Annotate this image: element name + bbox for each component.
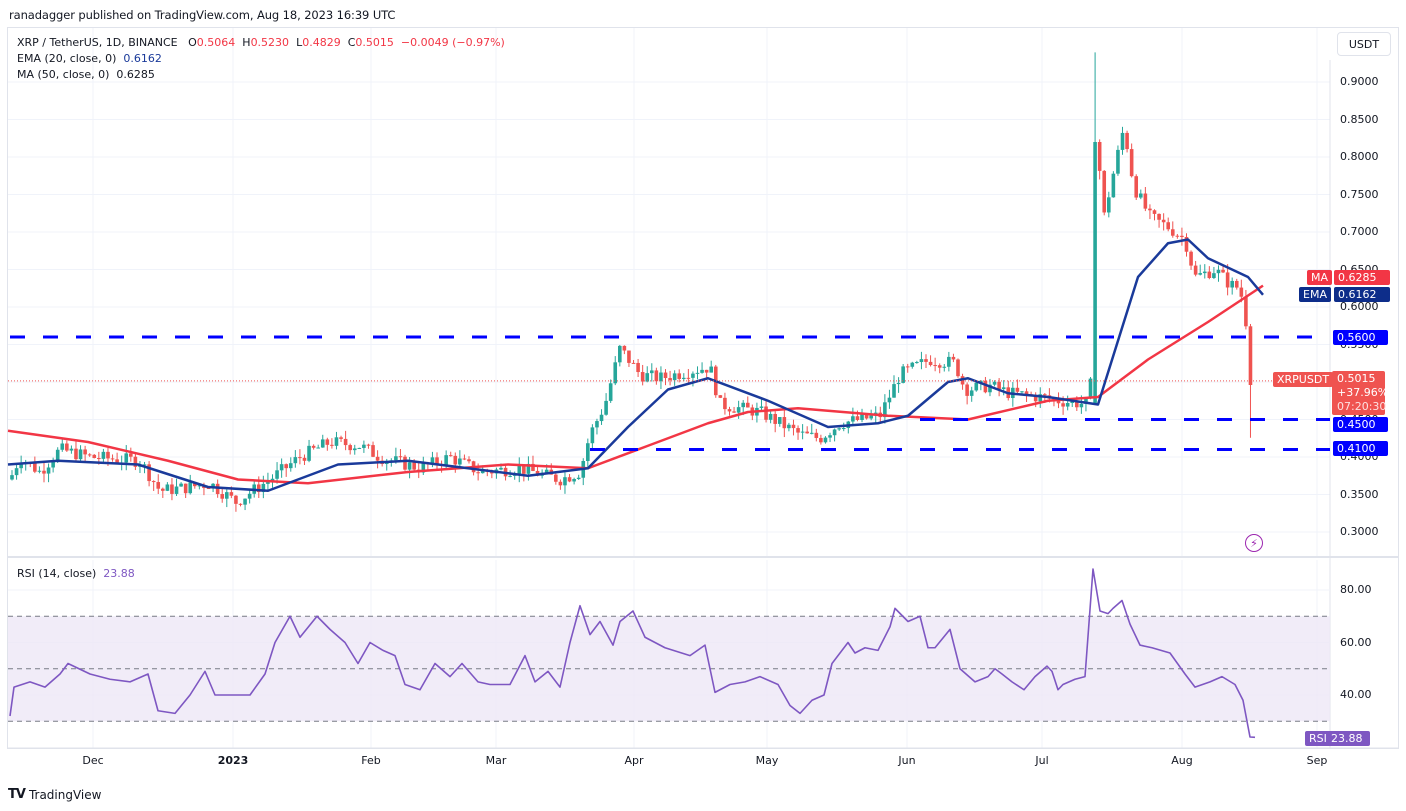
time-tick: Jul (1035, 754, 1049, 767)
rsi-tick: 40.00 (1340, 688, 1372, 701)
level-0450-tag: 0.4500 (1333, 417, 1388, 432)
symbol-tag: XRPUSDT (1273, 372, 1334, 387)
lightning-icon[interactable]: ⚡ (1245, 534, 1263, 552)
symbol-legend: XRP / TetherUS, 1D, BINANCE O0.5064 H0.5… (17, 36, 505, 49)
price-tick: 0.3000 (1340, 525, 1379, 538)
brand-name: TradingView (28, 787, 102, 802)
low-value: 0.4829 (302, 36, 341, 49)
rsi-legend[interactable]: RSI (14, close) 23.88 (17, 567, 135, 580)
symbol-title: XRP / TetherUS, 1D, BINANCE (17, 36, 178, 49)
bar-countdown: 07:20:30 (1337, 400, 1387, 413)
rsi-value: 23.88 (103, 567, 135, 580)
currency-button[interactable]: USDT (1337, 32, 1391, 56)
ma-value: 0.6285 (116, 68, 155, 81)
ema-tag-name: EMA (1299, 287, 1331, 302)
ema-legend[interactable]: EMA (20, close, 0) 0.6162 (17, 52, 162, 65)
ma-legend[interactable]: MA (50, close, 0) 0.6285 (17, 68, 155, 81)
time-tick: Jun (898, 754, 916, 767)
last-change: +37.96% (1337, 386, 1389, 399)
publish-info: ranadagger published on TradingView.com,… (9, 8, 396, 22)
close-value: 0.5015 (355, 36, 394, 49)
ema-value: 0.6162 (123, 52, 162, 65)
time-tick: Aug (1171, 754, 1193, 767)
price-tick: 0.8500 (1340, 112, 1379, 126)
time-tick: Dec (82, 754, 104, 767)
time-tick: Apr (624, 754, 644, 767)
rsi-tick: 80.00 (1340, 583, 1372, 596)
price-tick: 0.3500 (1340, 487, 1379, 501)
last-price: 0.5015 (1337, 372, 1376, 385)
open-value: 0.5064 (196, 36, 236, 49)
footer-brand[interactable]: TV TradingView (8, 787, 101, 802)
ema-label: EMA (20, close, 0) (17, 52, 117, 65)
price-tick: 0.6000 (1340, 300, 1379, 313)
rsi-tag-value: 23.88 (1327, 731, 1370, 746)
tradingview-logo-icon: TV (8, 787, 26, 802)
time-tick: Sep (1306, 754, 1328, 767)
rsi-tick: 60.00 (1340, 635, 1372, 649)
price-tick: 0.7500 (1340, 187, 1379, 201)
change-value: −0.0049 (−0.97%) (400, 36, 505, 49)
last-price-tag: 0.5015 +37.96% 07:20:30 (1332, 371, 1389, 415)
time-tick: Feb (361, 754, 381, 767)
ma-label: MA (50, close, 0) (17, 68, 110, 81)
level-0410-tag: 0.4100 (1333, 441, 1388, 456)
time-tick: May (755, 754, 779, 767)
ma-tag-name: MA (1307, 270, 1333, 285)
high-value: 0.5230 (250, 36, 290, 49)
price-tick: 0.8000 (1340, 150, 1379, 163)
price-tick: 0.7000 (1340, 225, 1379, 238)
rsi-tag-name: RSI (1305, 731, 1331, 746)
time-tick: 2023 (217, 754, 249, 767)
rsi-label: RSI (14, close) (17, 567, 97, 580)
ma-tag-value: 0.6285 (1334, 270, 1390, 285)
ema-tag-value: 0.6162 (1334, 287, 1390, 302)
time-tick: Mar (485, 754, 507, 767)
level-0560-tag: 0.5600 (1333, 330, 1388, 345)
price-tick: 0.9000 (1340, 75, 1379, 88)
